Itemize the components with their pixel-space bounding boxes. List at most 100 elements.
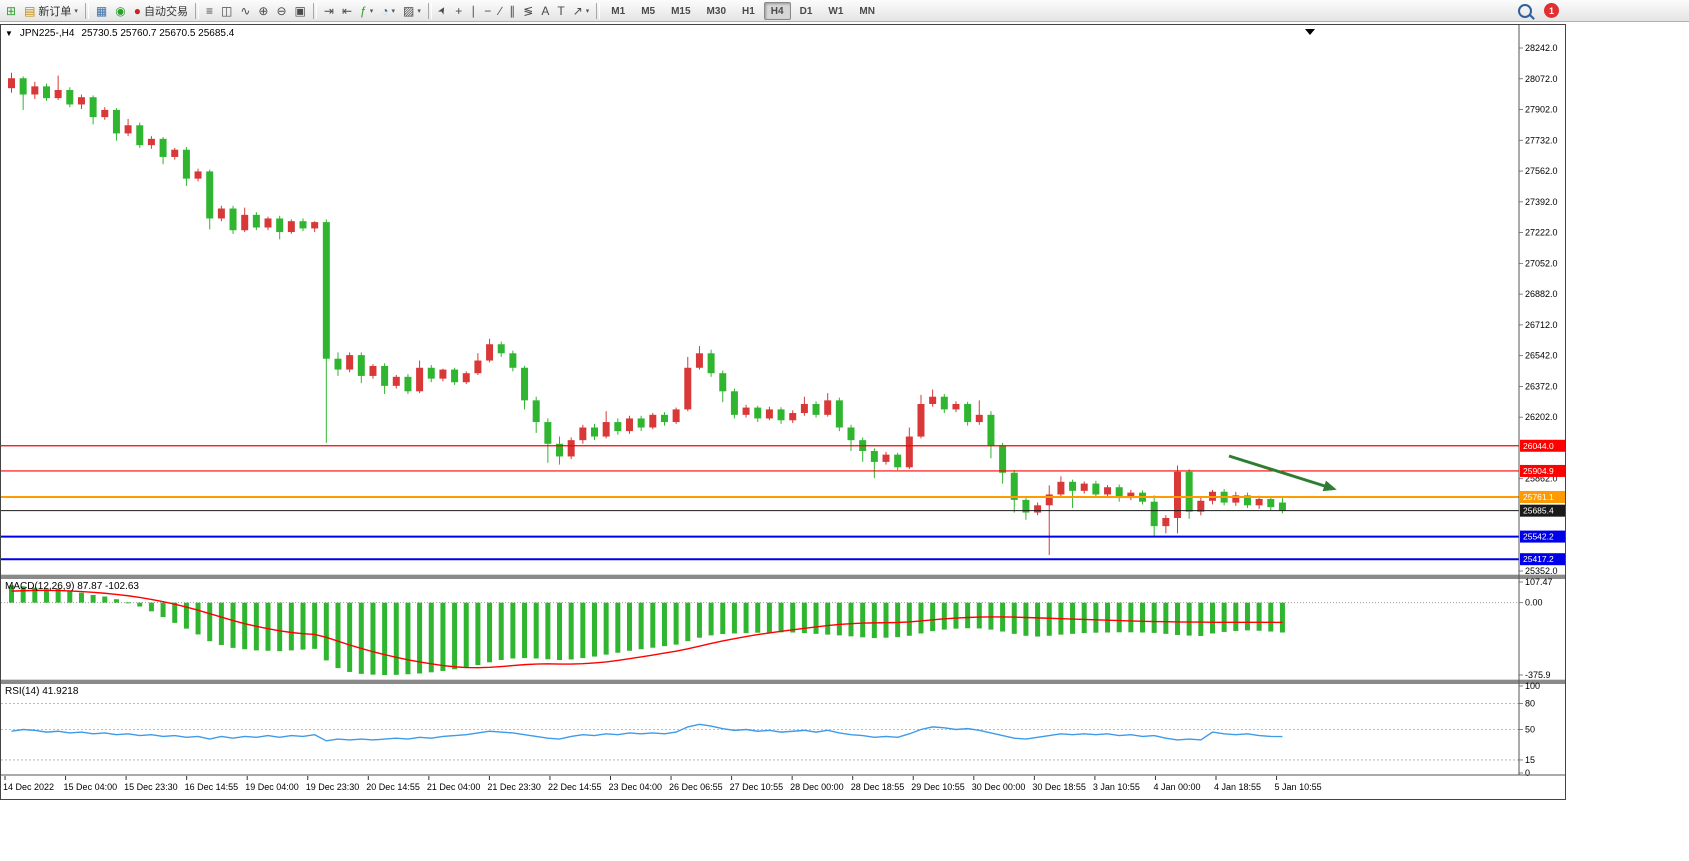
chart-title: ▼ JPN225-,H4 25730.5 25760.7 25670.5 256… <box>5 28 234 39</box>
timeframe-d1-button[interactable]: D1 <box>793 2 820 20</box>
tile-windows-button[interactable]: ▣ <box>291 1 310 21</box>
price-scale[interactable]: 28242.0 28072.0 27902.0 27732.0 27562.0 27392… <box>1519 43 1558 576</box>
chart-shift-button[interactable]: ⇤ <box>338 1 356 21</box>
auto-scroll-button[interactable]: ⇥ <box>320 1 338 21</box>
svg-text:28242.0: 28242.0 <box>1525 43 1558 53</box>
timeframe-m1-button[interactable]: M1 <box>604 2 632 20</box>
panel-separator[interactable] <box>1 679 1565 684</box>
time-scale[interactable]: 14 Dec 2022 15 Dec 04:00 15 Dec 23:30 16 De… <box>3 776 1322 792</box>
svg-text:27902.0: 27902.0 <box>1525 105 1558 115</box>
search-icon <box>1518 3 1532 18</box>
crosshair-tool-button[interactable]: + <box>451 1 466 21</box>
svg-text:19 Dec 04:00: 19 Dec 04:00 <box>245 782 299 792</box>
svg-text:25862.0: 25862.0 <box>1525 474 1558 484</box>
channel-icon: ∥ <box>509 3 516 18</box>
one-click-trading-toggle[interactable]: ▼ <box>5 29 13 38</box>
timeframe-m30-button[interactable]: M30 <box>700 2 733 20</box>
new-chart-button[interactable]: ⊞ <box>2 1 20 21</box>
zoom-in-button[interactable]: ⊕ <box>254 1 272 21</box>
toolbar-separator <box>596 2 601 19</box>
hline-25904.9[interactable]: 25904.9 <box>1 464 1565 477</box>
chart-shift-icon: ⇤ <box>341 3 353 18</box>
svg-text:14 Dec 2022: 14 Dec 2022 <box>3 782 54 792</box>
svg-text:21 Dec 04:00: 21 Dec 04:00 <box>427 782 481 792</box>
candlestick-chart-button[interactable]: ◫ <box>217 1 236 21</box>
chevron-down-icon: ▾ <box>585 7 590 15</box>
svg-text:15: 15 <box>1525 755 1535 765</box>
svg-text:25761.1: 25761.1 <box>1523 492 1554 502</box>
horizontal-line-tool-button[interactable]: − <box>480 1 495 21</box>
text-tool-button[interactable]: A <box>537 1 553 21</box>
hline-26044.0[interactable]: 26044.0 <box>1 439 1565 452</box>
svg-text:80: 80 <box>1525 698 1535 708</box>
rsi-line <box>11 723 1283 742</box>
timeframe-h1-button[interactable]: H1 <box>735 2 762 20</box>
profiles-button[interactable]: ▦ <box>92 1 111 21</box>
hline-25417.2[interactable]: 25417.2 <box>1 553 1565 566</box>
channel-tool-button[interactable]: ∥ <box>505 1 519 21</box>
search-button[interactable] <box>1514 1 1536 21</box>
fibonacci-tool-button[interactable]: ≶ <box>519 1 537 21</box>
svg-text:27732.0: 27732.0 <box>1525 135 1558 145</box>
timeframe-m15-button[interactable]: M15 <box>664 2 697 20</box>
candlestick-chart-icon: ◫ <box>221 3 233 18</box>
svg-text:0.00: 0.00 <box>1525 598 1543 608</box>
svg-text:30 Dec 18:55: 30 Dec 18:55 <box>1032 782 1086 792</box>
toolbar-separator <box>195 2 199 19</box>
hline-25542.2[interactable]: 25542.2 <box>1 530 1565 543</box>
periods-button[interactable]: ◔ ▾ <box>377 1 399 21</box>
svg-text:25542.2: 25542.2 <box>1523 532 1554 542</box>
notification-badge[interactable]: 1 <box>1544 3 1559 18</box>
svg-text:27052.0: 27052.0 <box>1525 258 1558 268</box>
trend-arrow[interactable] <box>1228 454 1337 492</box>
chart-shift-marker[interactable] <box>1305 29 1315 35</box>
fibonacci-icon: ≶ <box>523 3 534 18</box>
timeframe-m5-button[interactable]: M5 <box>634 2 662 20</box>
svg-text:50: 50 <box>1525 725 1535 735</box>
chart-canvas[interactable]: 28242.0 28072.0 27902.0 27732.0 27562.0 27392… <box>1 25 1565 799</box>
auto-scroll-icon: ⇥ <box>323 3 334 18</box>
svg-text:-375.9: -375.9 <box>1525 670 1551 680</box>
new-order-label: 新订单 <box>38 5 72 18</box>
vertical-line-icon: ∣ <box>470 3 477 18</box>
indicators-button[interactable]: ƒ ▾ <box>356 1 377 21</box>
auto-trading-icon: ● <box>133 3 141 18</box>
timeframe-w1-button[interactable]: W1 <box>821 2 850 20</box>
macd-signal-line <box>11 589 1283 669</box>
zoom-out-button[interactable]: ⊖ <box>272 1 290 21</box>
timeframe-mn-button[interactable]: MN <box>852 2 882 20</box>
svg-text:23 Dec 04:00: 23 Dec 04:00 <box>609 782 663 792</box>
line-chart-button[interactable]: ∿ <box>236 1 254 21</box>
hline-25685.4[interactable]: 25685.4 <box>1 504 1565 517</box>
svg-text:29 Dec 10:55: 29 Dec 10:55 <box>911 782 965 792</box>
toolbar-right-group: 1 <box>1514 1 1559 21</box>
symbol-period: JPN225-,H4 <box>19 28 75 39</box>
timeframe-h4-button[interactable]: H4 <box>763 2 791 21</box>
chevron-down-icon: ▾ <box>74 7 78 15</box>
templates-button[interactable]: ▨ ▾ <box>399 1 425 21</box>
toolbar-separator <box>312 2 317 19</box>
zoom-out-icon: ⊖ <box>276 3 287 18</box>
svg-text:26712.0: 26712.0 <box>1525 320 1558 330</box>
chart-window: 28242.0 28072.0 27902.0 27732.0 27562.0 27392… <box>0 24 1566 800</box>
periods-icon: ◔ <box>381 3 389 18</box>
hline-25761.1[interactable]: 25761.1 <box>1 490 1565 503</box>
arrows-tool-button[interactable]: ↗ ▾ <box>569 1 594 21</box>
new-order-button[interactable]: ▤ 新订单 ▾ <box>20 1 82 21</box>
panel-separator[interactable] <box>1 574 1565 579</box>
bar-chart-button[interactable]: ≡ <box>202 1 217 21</box>
vertical-line-tool-button[interactable]: ∣ <box>466 1 480 21</box>
trendline-tool-button[interactable]: ∕ <box>495 1 505 21</box>
auto-trading-button[interactable]: ● 自动交易 <box>130 1 192 21</box>
chevron-down-icon: ▾ <box>417 7 421 15</box>
svg-text:16 Dec 14:55: 16 Dec 14:55 <box>185 782 239 792</box>
svg-text:26202.0: 26202.0 <box>1525 412 1558 422</box>
svg-text:5 Jan 10:55: 5 Jan 10:55 <box>1275 782 1322 792</box>
label-tool-button[interactable]: T <box>553 1 568 21</box>
svg-text:26 Dec 06:55: 26 Dec 06:55 <box>669 782 723 792</box>
macd-label: MACD(12,26,9) 87.87 -102.63 <box>5 581 139 592</box>
candles <box>8 72 1286 556</box>
alerts-button[interactable]: ◉ <box>111 1 129 21</box>
cursor-tool-button[interactable]: ➤ <box>435 1 451 21</box>
templates-icon: ▨ <box>402 3 415 18</box>
